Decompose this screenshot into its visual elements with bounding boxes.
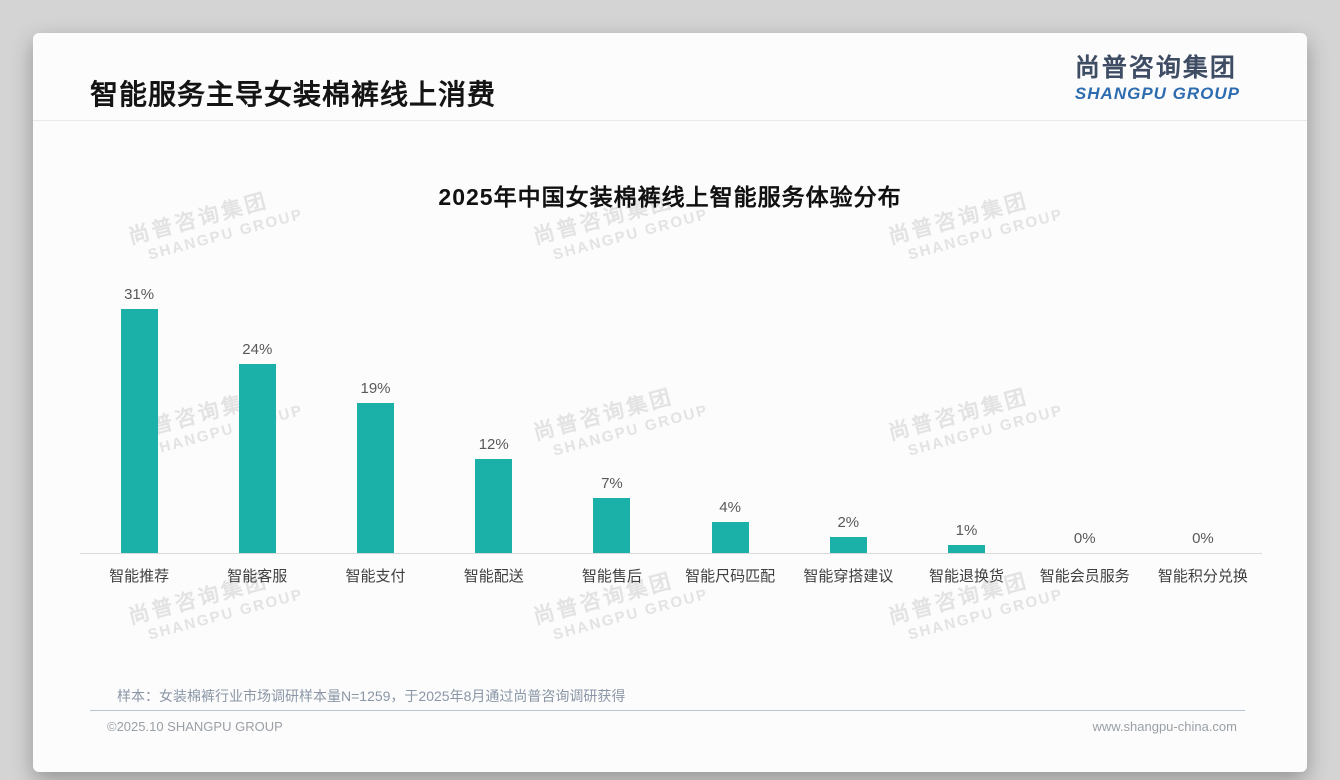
sample-footnote: 样本：女装棉裤行业市场调研样本量N=1259，于2025年8月通过尚普咨询调研获… [117, 688, 626, 704]
copyright-text: ©2025.10 SHANGPU GROUP [107, 719, 283, 734]
bar-column: 0% [1026, 243, 1144, 553]
company-logo: 尚普咨询集团 SHANGPU GROUP [1074, 54, 1240, 104]
bar-value-label: 7% [601, 474, 623, 492]
category-label: 智能客服 [227, 568, 288, 585]
bar-column: 2% [789, 243, 907, 553]
bar-value-label: 2% [837, 514, 860, 532]
watermark-line2: SHANGPU GROUP [551, 585, 711, 644]
bar-value-label: 31% [124, 286, 155, 304]
category-label: 智能会员服务 [1039, 568, 1130, 585]
category-row: 智能推荐 智能客服 智能支付 智能配送 智能售后 智能尺码匹配 智能穿搭建议 智能退换货 智能会… [80, 565, 1262, 586]
bar [475, 458, 513, 553]
bar-column: 1% [907, 243, 1025, 553]
plot-area: 31% 24% 19% 12% 7% 4% 2% 1% 0% 0% [80, 243, 1262, 554]
category-label: 智能配送 [463, 568, 524, 585]
category-label: 智能推荐 [109, 568, 170, 585]
logo-chinese-text: 尚普咨询集团 [1074, 54, 1237, 82]
logo-english-text: SHANGPU GROUP [1074, 83, 1240, 103]
bar [238, 364, 276, 553]
bar [357, 403, 394, 553]
bar [948, 545, 986, 553]
bar-value-label: 4% [719, 498, 741, 516]
category-label: 智能穿搭建议 [803, 568, 894, 585]
bar-value-label: 0% [1192, 530, 1214, 547]
bar [711, 521, 749, 553]
header-divider [33, 120, 1307, 121]
bar-column: 12% [435, 243, 553, 553]
bar-value-label: 12% [478, 435, 509, 453]
footer-divider [90, 710, 1245, 711]
category-label: 智能支付 [345, 568, 406, 585]
bar-column: 31% [80, 243, 198, 553]
bar-column: 19% [316, 243, 434, 553]
bar [120, 309, 158, 553]
watermark-line2: SHANGPU GROUP [906, 585, 1066, 644]
website-text: www.shangpu-china.com [1092, 719, 1237, 734]
category-label: 智能尺码匹配 [685, 568, 776, 585]
bar-value-label: 24% [242, 341, 273, 359]
bar-column: 24% [198, 243, 316, 553]
chart-title: 2025年中国女装棉裤线上智能服务体验分布 [438, 184, 902, 210]
category-label: 智能售后 [581, 568, 642, 585]
watermark-line2: SHANGPU GROUP [146, 585, 306, 644]
bar-value-label: 0% [1073, 530, 1096, 547]
bar-column: 7% [553, 243, 671, 553]
bar-value-label: 1% [955, 522, 978, 540]
bar [829, 537, 867, 553]
bar-value-label: 19% [360, 380, 391, 398]
slide-card: 智能服务主导女装棉裤线上消费 尚普咨询集团 SHANGPU GROUP 尚普咨询… [33, 33, 1307, 772]
page-title: 智能服务主导女装棉裤线上消费 [90, 79, 497, 110]
bar [593, 497, 631, 553]
category-label: 智能退换货 [929, 568, 1005, 585]
bar-column: 4% [671, 243, 789, 553]
bar-column: 0% [1144, 243, 1262, 553]
category-label: 智能积分兑换 [1157, 568, 1248, 585]
